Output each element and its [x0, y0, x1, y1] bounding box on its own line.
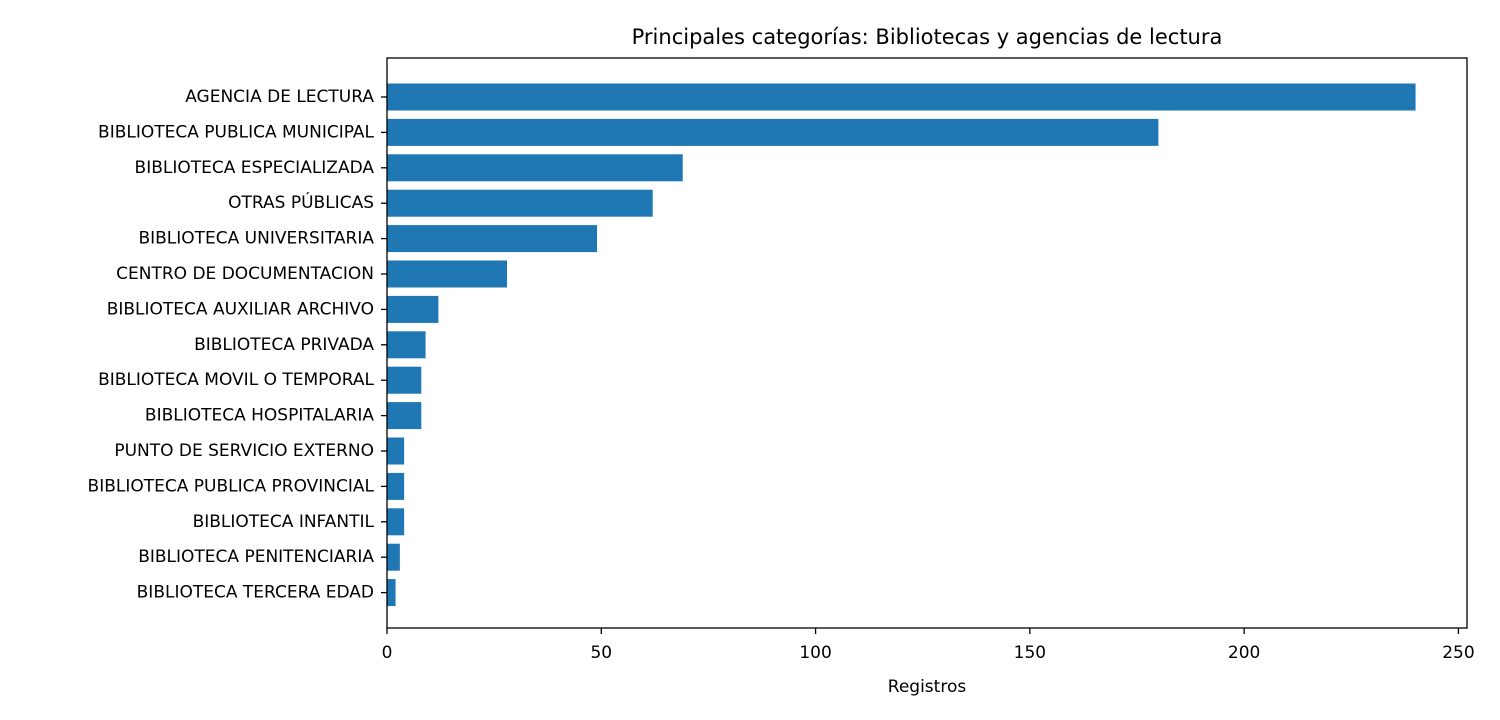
y-tick-label: BIBLIOTECA PUBLICA PROVINCIAL [88, 476, 375, 496]
y-tick-label: BIBLIOTECA MOVIL O TEMPORAL [98, 370, 374, 390]
bar [387, 366, 422, 394]
bar [387, 437, 405, 465]
y-tick-label: OTRAS PÚBLICAS [228, 191, 374, 213]
bar [387, 260, 507, 288]
plot-frame [386, 57, 1468, 629]
y-tick-label: BIBLIOTECA PRIVADA [194, 335, 374, 355]
x-axis-label: Registros [888, 677, 967, 697]
bar [387, 225, 597, 253]
y-tick-label: BIBLIOTECA TERCERA EDAD [137, 583, 374, 603]
y-tick-label: BIBLIOTECA AUXILIAR ARCHIVO [107, 299, 374, 319]
bar [387, 402, 422, 430]
bar [387, 543, 400, 571]
bar [387, 154, 683, 182]
x-axis-ticks: 0 50 100 150 200 250 [382, 628, 1475, 663]
x-tick-label: 50 [590, 643, 612, 663]
y-tick-label: BIBLIOTECA INFANTIL [193, 512, 375, 532]
bar [387, 579, 396, 607]
x-tick-label: 200 [1228, 643, 1260, 663]
y-tick-label: BIBLIOTECA PUBLICA MUNICIPAL [98, 122, 374, 142]
x-tick-label: 0 [382, 643, 393, 663]
bar [387, 295, 439, 323]
y-tick-label: BIBLIOTECA PENITENCIARIA [138, 547, 374, 567]
y-axis-ticks: AGENCIA DE LECTURA BIBLIOTECA PUBLICA MUN… [88, 87, 387, 603]
y-tick-label: BIBLIOTECA UNIVERSITARIA [138, 229, 374, 249]
y-tick-label: AGENCIA DE LECTURA [185, 87, 374, 107]
y-tick-label: PUNTO DE SERVICIO EXTERNO [114, 441, 374, 461]
y-tick-label: BIBLIOTECA ESPECIALIZADA [135, 158, 375, 178]
x-tick-label: 250 [1442, 643, 1474, 663]
x-tick-label: 150 [1014, 643, 1046, 663]
y-tick-label: CENTRO DE DOCUMENTACION [116, 264, 374, 284]
x-tick-label: 100 [799, 643, 831, 663]
bar [387, 472, 405, 500]
bar [387, 508, 405, 536]
bar [387, 83, 1416, 111]
chart-title: Principales categorías: Bibliotecas y ag… [632, 25, 1223, 49]
bars-group [387, 83, 1416, 607]
y-tick-label: BIBLIOTECA HOSPITALARIA [145, 406, 374, 426]
bar [387, 331, 426, 359]
bar [387, 189, 653, 217]
bar [387, 118, 1159, 146]
